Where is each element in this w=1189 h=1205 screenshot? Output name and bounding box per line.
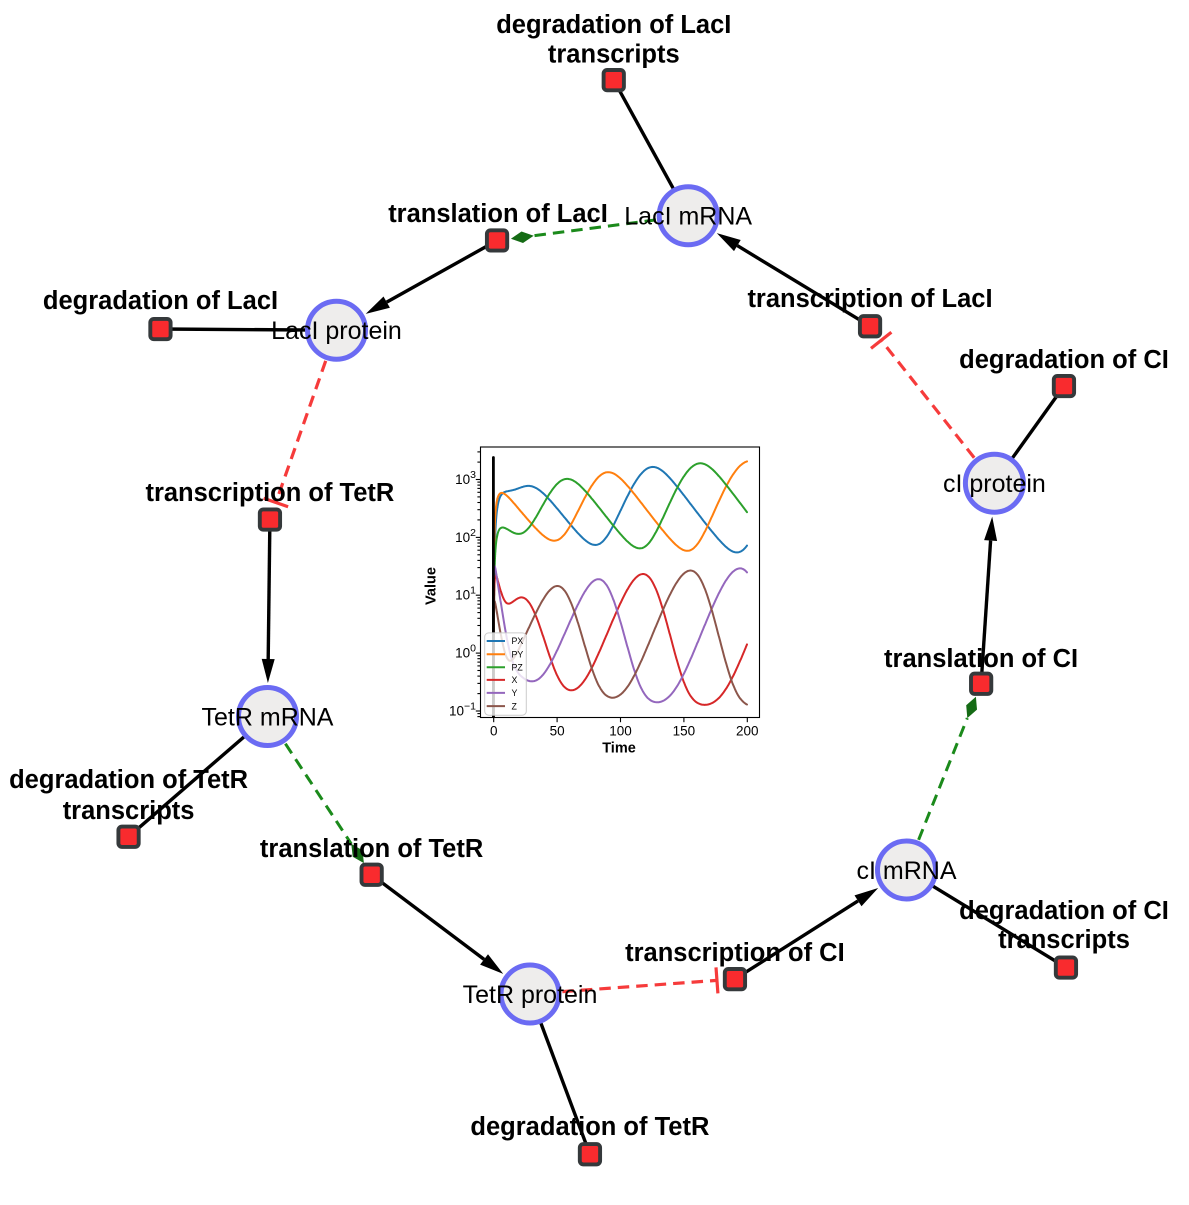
svg-text:PZ: PZ: [512, 662, 524, 672]
svg-text:100: 100: [609, 724, 632, 739]
svg-text:TetR mRNA: TetR mRNA: [202, 704, 334, 732]
svg-text:50: 50: [550, 724, 565, 739]
svg-text:transcription of LacI: transcription of LacI: [747, 285, 992, 313]
svg-text:translation of TetR: translation of TetR: [260, 835, 483, 863]
svg-text:degradation of LacI: degradation of LacI: [496, 11, 731, 39]
svg-text:cI protein: cI protein: [943, 470, 1046, 498]
svg-text:LacI protein: LacI protein: [271, 317, 402, 345]
svg-text:transcription of CI: transcription of CI: [625, 939, 845, 967]
svg-text:degradation of LacI: degradation of LacI: [43, 287, 278, 315]
svg-text:transcripts: transcripts: [548, 40, 680, 68]
svg-text:transcripts: transcripts: [998, 926, 1130, 954]
svg-text:degradation of CI: degradation of CI: [959, 897, 1169, 925]
svg-text:0: 0: [490, 724, 498, 739]
svg-text:LacI mRNA: LacI mRNA: [624, 203, 752, 231]
svg-text:translation of LacI: translation of LacI: [388, 200, 608, 228]
svg-text:degradation of CI: degradation of CI: [959, 346, 1169, 374]
svg-text:Z: Z: [512, 701, 518, 711]
svg-text:transcription of TetR: transcription of TetR: [145, 479, 394, 507]
svg-text:150: 150: [673, 724, 696, 739]
svg-text:transcripts: transcripts: [63, 797, 195, 825]
svg-text:Y: Y: [512, 688, 518, 698]
svg-text:degradation of TetR: degradation of TetR: [470, 1113, 709, 1141]
svg-text:Time: Time: [602, 741, 636, 757]
svg-text:Value: Value: [424, 567, 440, 605]
svg-text:X: X: [512, 675, 518, 685]
svg-text:PX: PX: [512, 636, 524, 646]
svg-text:cI mRNA: cI mRNA: [857, 857, 957, 885]
svg-text:PY: PY: [512, 649, 524, 659]
svg-text:200: 200: [736, 724, 759, 739]
svg-text:TetR protein: TetR protein: [463, 981, 598, 1009]
svg-text:degradation of TetR: degradation of TetR: [9, 766, 248, 794]
svg-text:translation of CI: translation of CI: [884, 645, 1078, 673]
